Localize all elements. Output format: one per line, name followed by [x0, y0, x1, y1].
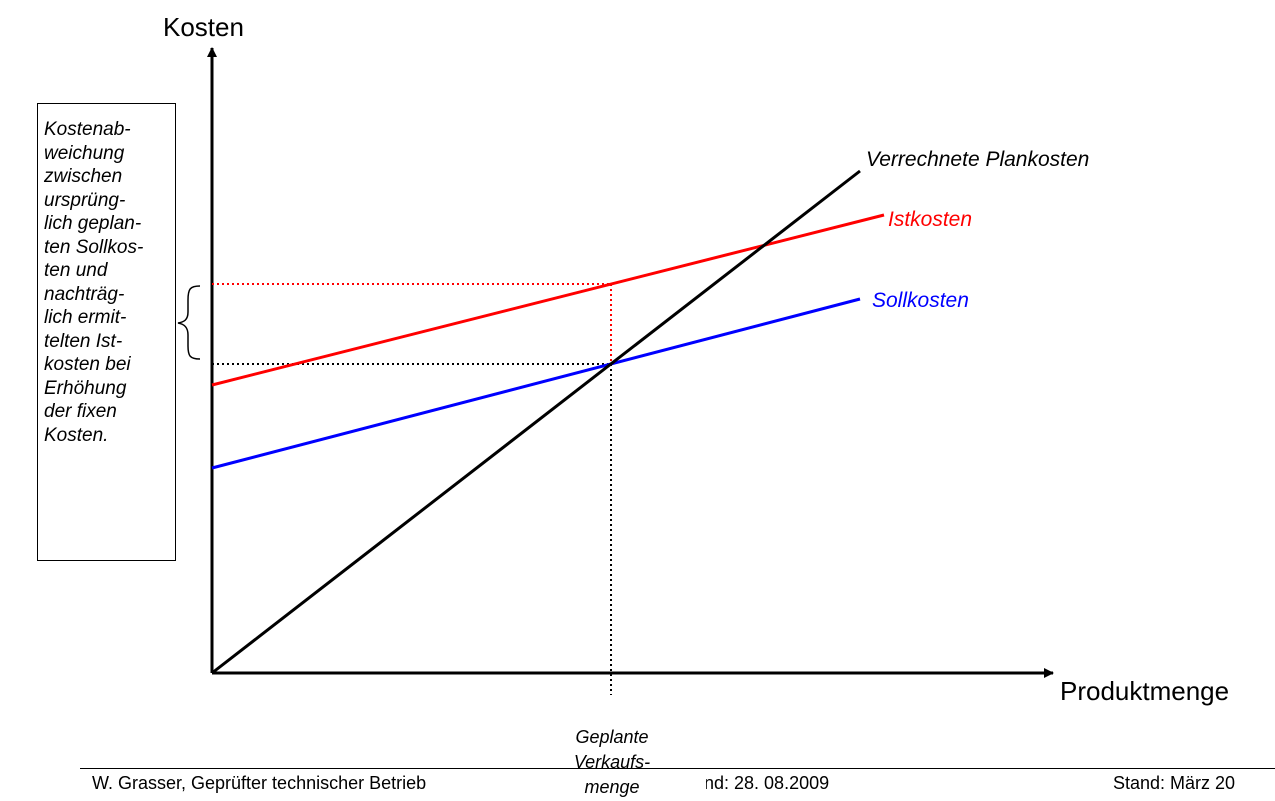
planned-quantity-label-line: menge	[584, 777, 640, 797]
sollkosten-line	[211, 297, 861, 470]
annotation-box	[37, 103, 176, 561]
footer-left: W. Grasser, Geprüfter technischer Betrie…	[92, 773, 427, 793]
plankosten-line	[211, 169, 861, 675]
annotation-line: telten Ist-	[44, 331, 123, 352]
istkosten-line	[211, 213, 885, 387]
annotation-line: zwischen	[44, 166, 123, 187]
annotation-line: der fixen	[44, 401, 117, 422]
deviation-brace	[177, 285, 201, 360]
annotation-line: weichung	[44, 143, 125, 164]
annotation-line: nachträg-	[44, 284, 125, 305]
annotation-line: lich geplan-	[44, 213, 142, 234]
annotation-line: ursprüng-	[44, 190, 126, 211]
annotation-line: kosten bei	[44, 354, 131, 375]
annotation-line: ten Sollkos-	[44, 237, 144, 258]
footer-mask	[558, 770, 706, 801]
y-axis-title: Kosten	[163, 12, 244, 42]
annotation-line: ten und	[44, 260, 108, 281]
footer-right: Stand: März 20	[1113, 773, 1236, 793]
footer-rule	[80, 768, 1275, 769]
annotation-line: Kostenab-	[44, 119, 131, 140]
istkosten-label: Istkosten	[888, 208, 973, 231]
sollkosten-label: Sollkosten	[872, 289, 969, 312]
annotation-line: lich ermit-	[44, 307, 127, 328]
plankosten-label: Verrechnete Plankosten	[866, 148, 1090, 171]
planned-quantity-label-line: Verkaufs-	[573, 752, 651, 772]
annotation-line: Erhöhung	[44, 378, 127, 399]
footer-middle: nd: 28. 08.2009	[704, 773, 830, 793]
planned-quantity-label-line: Geplante	[575, 727, 649, 747]
annotation-line: Kosten.	[44, 425, 109, 446]
x-axis-title: Produktmenge	[1060, 676, 1230, 706]
